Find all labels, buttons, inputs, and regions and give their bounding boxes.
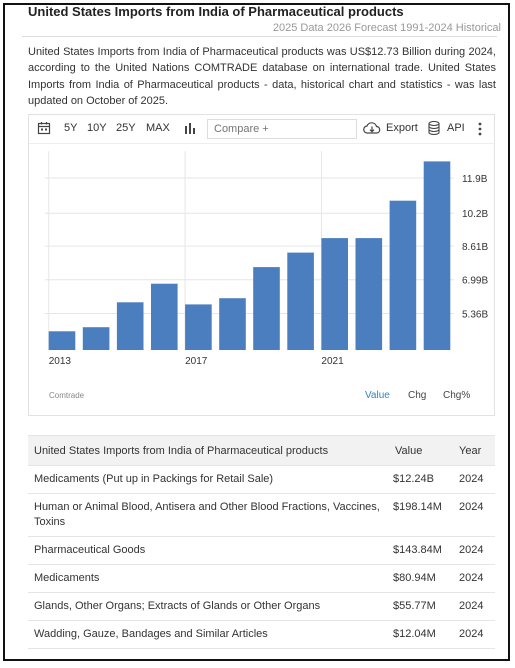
chart-source-label: Comtrade: [49, 391, 85, 400]
table-row[interactable]: Pharmaceutical Goods $143.84M 2024: [28, 536, 495, 565]
table-header-row: United States Imports from India of Phar…: [28, 435, 495, 466]
row-year-cell: 2024: [453, 592, 495, 621]
mode-chgpct-button[interactable]: Chg%: [443, 390, 471, 401]
row-year-cell: 2024: [453, 536, 495, 565]
x-tick-label: 2013: [49, 356, 72, 367]
table-row[interactable]: Medicaments $80.94M 2024: [28, 564, 495, 593]
row-name-cell: Medicaments: [28, 564, 389, 593]
row-value-cell: $143.84M: [389, 536, 453, 565]
row-year-cell: 2024: [453, 493, 495, 537]
page-title: United States Imports from India of Phar…: [28, 4, 404, 19]
database-icon[interactable]: [428, 121, 440, 135]
chart-x-ticks: 2013 2017 2021: [49, 356, 344, 367]
more-vertical-icon[interactable]: [478, 122, 482, 136]
y-tick-label: 8.61B: [462, 242, 488, 253]
chart-bar-2024[interactable]: [423, 161, 451, 350]
row-name-cell: Pharmaceutical Goods: [28, 536, 389, 565]
x-tick-label: 2021: [321, 356, 344, 367]
column-header-value: Value: [389, 435, 453, 466]
table-row[interactable]: Human or Animal Blood, Antisera and Othe…: [28, 493, 495, 537]
chart-bar-2021[interactable]: [321, 238, 348, 350]
mode-value-button[interactable]: Value: [365, 390, 390, 401]
row-name-cell: Medicaments (Put up in Packings for Reta…: [28, 465, 389, 494]
row-value-cell: $80.94M: [389, 564, 453, 593]
page-subtitle: 2025 Data 2026 Forecast 1991-2024 Histor…: [272, 22, 501, 34]
y-tick-label: 10.2B: [462, 209, 488, 220]
chart-bar-2022[interactable]: [355, 238, 383, 350]
range-10y-button[interactable]: 10Y: [87, 122, 107, 134]
row-value-cell: $198.14M: [389, 493, 453, 537]
row-year-cell: 2024: [453, 465, 495, 494]
range-5y-button[interactable]: 5Y: [64, 122, 78, 134]
row-value-cell: $12.04M: [389, 620, 453, 649]
export-button[interactable]: Export: [386, 122, 418, 134]
y-tick-label: 5.36B: [462, 310, 488, 321]
description-text: United States Imports from India of Phar…: [28, 46, 496, 107]
data-table: United States Imports from India of Phar…: [28, 435, 495, 649]
chart-bar-2013[interactable]: [48, 331, 76, 350]
bar-chart: 5.36B 6.99B 8.61B 10.2B 11.9B 2013 2017 2021: [45, 151, 488, 367]
row-name-cell: Human or Animal Blood, Antisera and Othe…: [28, 493, 389, 537]
table-row[interactable]: Medicaments (Put up in Packings for Reta…: [28, 465, 495, 494]
row-year-cell: 2024: [453, 564, 495, 593]
chart-bar-2020[interactable]: [287, 252, 314, 350]
chart-toolbar: 5Y 10Y 25Y MAX Export API: [29, 115, 494, 144]
row-value-cell: $12.24B: [389, 465, 453, 494]
calendar-icon[interactable]: [37, 121, 51, 135]
y-tick-label: 11.9B: [462, 174, 488, 185]
chart-bar-2017[interactable]: [185, 304, 212, 350]
cloud-download-icon[interactable]: [363, 121, 381, 135]
chart-y-ticks: 5.36B 6.99B 8.61B 10.2B 11.9B: [462, 174, 488, 321]
row-year-cell: 2024: [453, 620, 495, 649]
chart-panel: 5Y 10Y 25Y MAX Export API 5.36B 6.99B 8.61…: [28, 114, 495, 416]
chart-bar-2015[interactable]: [116, 302, 144, 350]
table-row[interactable]: Wadding, Gauze, Bandages and Similar Art…: [28, 620, 495, 649]
range-max-button[interactable]: MAX: [146, 122, 170, 134]
compare-input[interactable]: [207, 119, 357, 139]
api-button[interactable]: API: [447, 122, 465, 134]
row-value-cell: $55.77M: [389, 592, 453, 621]
mode-chg-button[interactable]: Chg: [408, 390, 427, 401]
chart-bar-2016[interactable]: [151, 283, 178, 350]
chart-bars: [48, 161, 451, 350]
column-header-year: Year: [453, 435, 495, 466]
chart-gridlines: [45, 151, 454, 350]
table-row[interactable]: Glands, Other Organs; Extracts of Glands…: [28, 592, 495, 621]
column-header-name: United States Imports from India of Phar…: [28, 435, 389, 466]
header-divider: [22, 36, 497, 37]
chart-bar-2014[interactable]: [82, 327, 110, 350]
chart-bar-2023[interactable]: [389, 200, 417, 350]
range-25y-button[interactable]: 25Y: [116, 122, 136, 134]
row-name-cell: Glands, Other Organs; Extracts of Glands…: [28, 592, 389, 621]
row-name-cell: Wadding, Gauze, Bandages and Similar Art…: [28, 620, 389, 649]
y-tick-label: 6.99B: [462, 276, 488, 287]
bar-chart-icon[interactable]: [184, 122, 196, 134]
chart-bar-2018[interactable]: [219, 298, 246, 350]
x-tick-label: 2017: [185, 356, 208, 367]
table-body: Medicaments (Put up in Packings for Reta…: [28, 465, 495, 649]
chart-bar-2019[interactable]: [253, 267, 280, 350]
